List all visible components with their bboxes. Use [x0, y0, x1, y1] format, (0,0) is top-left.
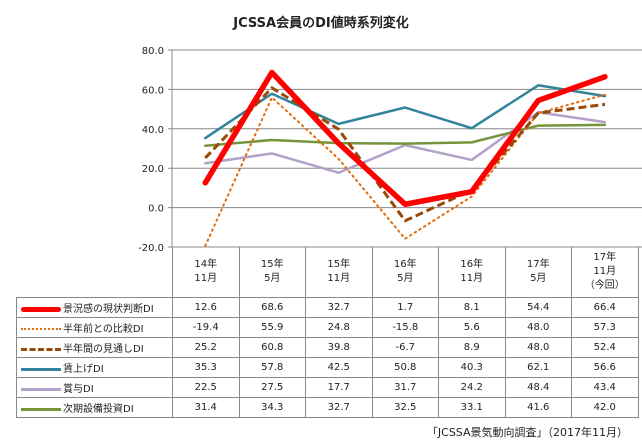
category-label: 17年 11月 （今回）: [571, 247, 639, 298]
chart-title: JCSSA会員のDI値時系列変化: [233, 16, 409, 31]
data-label: 32.5: [371, 397, 439, 418]
data-label: 54.4: [504, 297, 572, 318]
series-name: 次期設備投資DI: [63, 404, 134, 415]
header-row: 14年 11月 15年 5月 15年 11月 16年 5月 16年 11月 17年 5月 1…: [16, 247, 639, 298]
data-label: 24.8: [305, 317, 373, 338]
data-label: 24.2: [438, 377, 506, 398]
table-row: 景況感の現状判断DI 12.6 68.6 32.7 1.7 8.1 54.4 66.4: [16, 297, 639, 318]
data-label: 1.7: [371, 297, 439, 318]
series-name: 半年前との比較DI: [63, 324, 144, 335]
data-table: 14年 11月 15年 5月 15年 11月 16年 5月 16年 11月 17年 5月 1…: [16, 247, 639, 418]
data-label: 17.7: [305, 377, 373, 398]
data-label: 57.3: [571, 317, 639, 338]
series-name: 景況感の現状判断DI: [63, 304, 154, 315]
table-row: 賃上げDI 35.3 57.8 42.5 50.8 40.3 62.1 56.6: [16, 357, 639, 378]
table-row: 次期設備投資DI 31.4 34.3 32.7 32.5 33.1 41.6 42.0: [16, 397, 639, 418]
data-label: 56.6: [571, 357, 639, 378]
legend-swatch: [21, 387, 61, 391]
legend-entry: 賃上げDI: [16, 357, 173, 378]
series-name: 賃上げDI: [63, 364, 104, 375]
legend-entry: 次期設備投資DI: [16, 397, 173, 418]
data-label: 8.9: [438, 337, 506, 358]
data-label: 68.6: [238, 297, 306, 318]
series-line-2: [204, 86, 606, 223]
series-line-5: [204, 123, 607, 147]
data-label: 33.1: [438, 397, 506, 418]
legend-entry: 景況感の現状判断DI: [16, 297, 173, 318]
data-label: 27.5: [238, 377, 306, 398]
legend-swatch: [21, 328, 61, 330]
series-name: 半年間の見通しDI: [63, 344, 144, 355]
category-label: 17年 5月: [504, 247, 572, 298]
category-label: 16年 5月: [371, 247, 439, 298]
table-row: 半年前との比較DI -19.4 55.9 24.8 -15.8 5.6 48.0 57.3: [16, 317, 639, 338]
series-line-0: [202, 69, 608, 208]
y-tick-label: 80.0: [142, 46, 164, 57]
category-label: 16年 11月: [438, 247, 506, 298]
data-label: 43.4: [571, 377, 639, 398]
data-label: 48.0: [504, 317, 572, 338]
table-row: 賞与DI 22.5 27.5 17.7 31.7 24.2 48.4 43.4: [16, 377, 639, 398]
data-label: 55.9: [238, 317, 306, 338]
data-label: 8.1: [438, 297, 506, 318]
series-line-3: [204, 84, 607, 140]
legend-entry: 半年間の見通しDI: [16, 337, 173, 358]
data-label: 25.2: [172, 337, 240, 358]
data-label: 39.8: [305, 337, 373, 358]
data-label: 48.0: [504, 337, 572, 358]
legend-entry: 賞与DI: [16, 377, 173, 398]
data-label: 40.3: [438, 357, 506, 378]
data-label: 31.7: [371, 377, 439, 398]
data-label: 35.3: [172, 357, 240, 378]
y-tick-label: 20.0: [142, 164, 164, 175]
data-label: 42.5: [305, 357, 373, 378]
y-tick-label: 40.0: [142, 125, 164, 136]
corner-cell: [16, 247, 173, 298]
data-label: -15.8: [371, 317, 439, 338]
data-label: 22.5: [172, 377, 240, 398]
data-label: 31.4: [172, 397, 240, 418]
data-label: 32.7: [305, 297, 373, 318]
series-line-1: [204, 93, 606, 247]
y-tick-label: 0.0: [148, 204, 164, 215]
legend-entry: 半年前との比較DI: [16, 317, 173, 338]
data-label: 32.7: [305, 397, 373, 418]
data-label: 60.8: [238, 337, 306, 358]
category-label: 14年 11月: [172, 247, 240, 298]
data-label: 34.3: [238, 397, 306, 418]
y-tick-label: 60.0: [142, 85, 164, 96]
source-caption: 「JCSSA景気動向調査」（2017年11月）: [426, 426, 628, 439]
data-label: 48.4: [504, 377, 572, 398]
data-label: 42.0: [571, 397, 639, 418]
legend-swatch: [21, 367, 61, 371]
data-label: -19.4: [172, 317, 240, 338]
legend-swatch: [21, 407, 61, 411]
legend-swatch: [21, 347, 61, 351]
data-label: 50.8: [371, 357, 439, 378]
data-label: 5.6: [438, 317, 506, 338]
data-label: -6.7: [371, 337, 439, 358]
data-label: 62.1: [504, 357, 572, 378]
series-name: 賞与DI: [63, 384, 94, 395]
legend-swatch: [21, 306, 61, 312]
table-row: 半年間の見通しDI 25.2 60.8 39.8 -6.7 8.9 48.0 52.4: [16, 337, 639, 358]
data-label: 57.8: [238, 357, 306, 378]
category-label: 15年 11月: [305, 247, 373, 298]
data-label: 66.4: [571, 297, 639, 318]
data-label: 41.6: [504, 397, 572, 418]
data-label: 52.4: [571, 337, 639, 358]
category-label: 15年 5月: [238, 247, 306, 298]
data-label: 12.6: [172, 297, 240, 318]
